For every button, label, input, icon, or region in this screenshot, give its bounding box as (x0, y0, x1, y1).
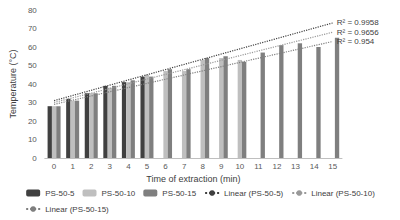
svg-text:70: 70 (28, 24, 37, 33)
svg-text:14: 14 (310, 162, 319, 171)
svg-text:4: 4 (126, 162, 131, 171)
svg-text:6: 6 (163, 162, 168, 171)
svg-text:Temperature (°C): Temperature (°C) (8, 49, 18, 118)
svg-text:PS-50-15: PS-50-15 (162, 189, 196, 198)
svg-text:5: 5 (145, 162, 150, 171)
svg-text:10: 10 (235, 162, 244, 171)
svg-text:Time of extraction (min): Time of extraction (min) (146, 174, 240, 184)
svg-text:11: 11 (254, 162, 263, 171)
svg-text:Linear (PS-50-10): Linear (PS-50-10) (311, 189, 375, 198)
svg-text:1: 1 (70, 162, 75, 171)
svg-text:R² = 0.954: R² = 0.954 (337, 37, 375, 46)
svg-text:Linear (PS-50-5): Linear (PS-50-5) (224, 189, 283, 198)
svg-text:3: 3 (108, 162, 113, 171)
svg-text:30: 30 (28, 98, 37, 107)
svg-text:50: 50 (28, 61, 37, 70)
svg-text:0: 0 (32, 154, 37, 163)
svg-text:8: 8 (200, 162, 205, 171)
svg-text:2: 2 (89, 162, 94, 171)
svg-text:PS-50-5: PS-50-5 (45, 189, 75, 198)
svg-text:13: 13 (291, 162, 300, 171)
svg-text:80: 80 (28, 6, 37, 15)
svg-text:20: 20 (28, 117, 37, 126)
svg-text:R² = 0.9958: R² = 0.9958 (337, 18, 380, 27)
svg-text:R² = 0.9656: R² = 0.9656 (337, 28, 380, 37)
svg-text:60: 60 (28, 43, 37, 52)
svg-text:7: 7 (182, 162, 187, 171)
svg-text:9: 9 (219, 162, 224, 171)
svg-text:0: 0 (52, 162, 57, 171)
svg-text:40: 40 (28, 80, 37, 89)
svg-text:PS-50-10: PS-50-10 (102, 189, 136, 198)
svg-text:10: 10 (28, 135, 37, 144)
svg-text:Linear (PS-50-15): Linear (PS-50-15) (45, 205, 109, 214)
svg-text:12: 12 (273, 162, 282, 171)
svg-text:15: 15 (328, 162, 337, 171)
